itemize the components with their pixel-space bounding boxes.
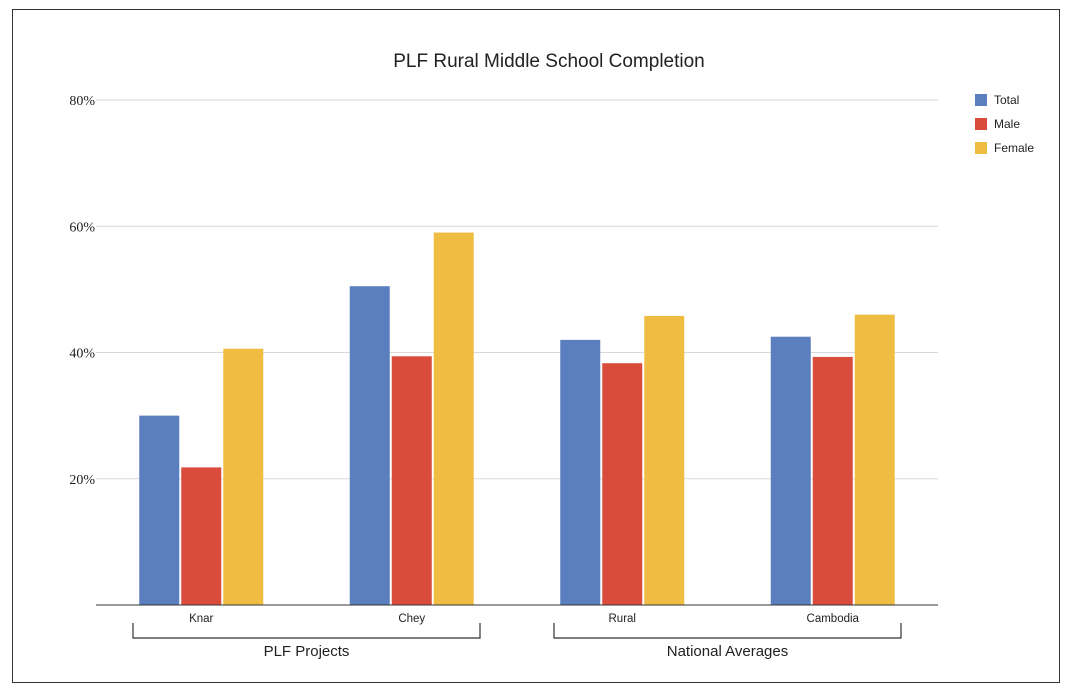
legend-label-female: Female xyxy=(994,141,1034,155)
bar-total-knar xyxy=(139,415,180,605)
y-tick-label: 40% xyxy=(69,347,95,362)
legend-swatch-total xyxy=(975,94,987,106)
x-tick-label: Cambodia xyxy=(807,613,860,625)
x-axis-ticks: Knar Chey Rural Cambodia xyxy=(189,613,859,625)
category-groups: PLF Projects National Averages xyxy=(132,623,902,660)
bar-female-chey xyxy=(433,232,474,605)
y-tick-label: 80% xyxy=(69,94,95,109)
x-tick-label: Rural xyxy=(609,613,636,625)
legend-label-male: Male xyxy=(994,117,1020,131)
y-tick-label: 60% xyxy=(69,220,95,235)
grid-lines xyxy=(96,99,938,480)
bar-female-rural xyxy=(644,315,685,605)
bar-total-chey xyxy=(349,286,390,605)
group-label: National Averages xyxy=(667,643,788,660)
bars xyxy=(139,232,895,605)
x-tick-label: Chey xyxy=(398,613,425,625)
bar-total-cambodia xyxy=(770,336,811,605)
legend-label-total: Total xyxy=(994,93,1019,107)
legend-swatch-male xyxy=(975,118,987,130)
group-bracket xyxy=(132,623,481,639)
y-tick-label: 20% xyxy=(69,473,95,488)
bar-male-chey xyxy=(391,356,432,605)
y-axis-ticks: 20% 40% 60% 80% xyxy=(69,94,95,488)
bar-male-cambodia xyxy=(812,356,853,605)
bar-male-knar xyxy=(181,467,222,605)
chart-title: PLF Rural Middle School Completion xyxy=(393,51,705,72)
bar-total-rural xyxy=(560,339,601,605)
legend: Total Male Female xyxy=(975,93,1034,155)
bar-male-rural xyxy=(602,363,643,605)
bar-female-knar xyxy=(223,348,264,605)
x-tick-label: Knar xyxy=(189,613,213,625)
bar-female-cambodia xyxy=(854,314,895,605)
group-bracket xyxy=(553,623,902,639)
legend-swatch-female xyxy=(975,142,987,154)
group-label: PLF Projects xyxy=(264,643,350,660)
